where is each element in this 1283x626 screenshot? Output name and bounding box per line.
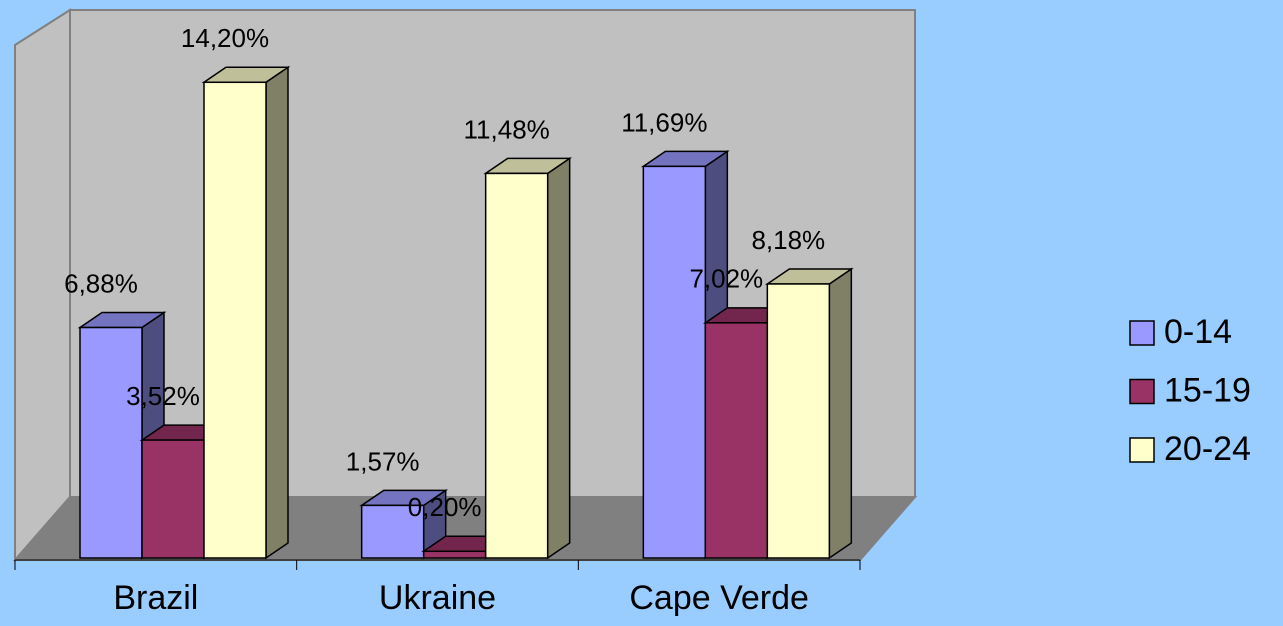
value-label: 0,20% — [408, 492, 482, 522]
bar-front — [422, 550, 487, 559]
bar — [201, 65, 291, 560]
value-label: 6,88% — [64, 268, 138, 298]
legend-label: 0-14 — [1164, 313, 1232, 351]
value-label: 7,02% — [689, 264, 763, 294]
value-label: 3,52% — [126, 381, 200, 411]
bar-front — [141, 439, 205, 559]
bar-front — [704, 322, 769, 559]
bar-front — [360, 504, 425, 559]
bar-side — [828, 267, 853, 560]
bar-front — [203, 81, 267, 559]
bar-front — [642, 165, 707, 559]
bar-front — [484, 172, 549, 559]
legend-swatch — [1129, 378, 1155, 405]
bar — [483, 157, 573, 560]
bar-side — [546, 157, 571, 560]
x-tick-label: Brazil — [113, 579, 198, 617]
legend-swatch — [1129, 320, 1155, 346]
bar-side — [265, 65, 289, 560]
legend-swatch — [1129, 437, 1155, 463]
x-tick-label: Cape Verde — [629, 579, 809, 617]
side-wall — [14, 8, 71, 563]
x-tick-label: Ukraine — [379, 579, 496, 617]
value-label: 8,18% — [751, 225, 825, 255]
bar — [359, 488, 449, 560]
value-label: 11,69% — [621, 107, 707, 137]
bar-front — [766, 283, 831, 559]
bar — [764, 267, 854, 560]
legend-label: 15-19 — [1164, 371, 1251, 409]
legend-label: 20-24 — [1164, 430, 1251, 468]
value-label: 1,57% — [346, 446, 420, 476]
value-label: 14,20% — [181, 23, 269, 53]
bar-front — [79, 326, 143, 559]
value-label: 11,48% — [464, 114, 550, 144]
